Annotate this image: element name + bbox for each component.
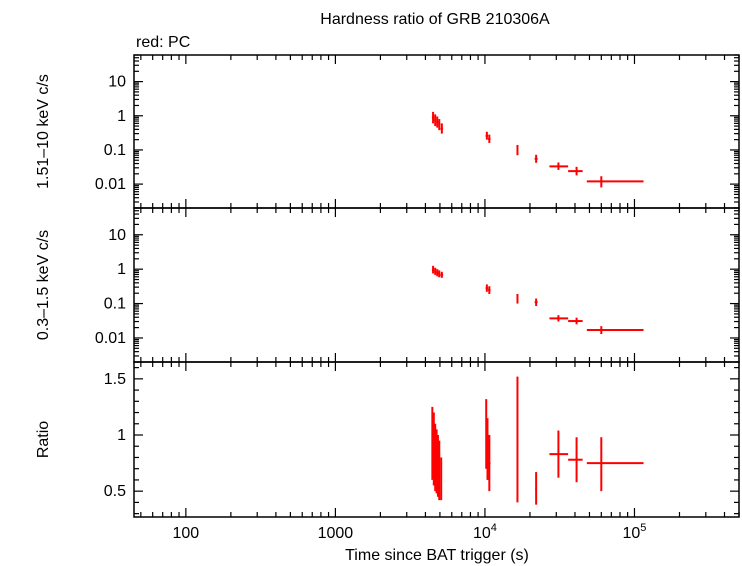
data-point (549, 315, 569, 322)
data-point (436, 435, 439, 497)
data-point (436, 269, 439, 277)
data-point (516, 144, 519, 156)
data-point (434, 114, 437, 127)
data-point (438, 270, 441, 278)
data-point (440, 271, 444, 278)
y-tick-label: 0.01 (95, 176, 126, 193)
y-tick-label: 0.5 (104, 483, 126, 500)
data-point (431, 265, 435, 274)
x-tick-label: 104 (473, 522, 497, 542)
data-point (431, 111, 435, 124)
data-point (586, 176, 644, 188)
y-tick-label: 10 (108, 227, 126, 244)
data-point (434, 423, 437, 492)
x-tick-label: 105 (623, 522, 647, 542)
plot-panels: 10 1 0.1 0.01 1.51–10 keV c/s 10 1 0.1 0.01 0.3–1… (35, 54, 740, 542)
data-point (434, 267, 437, 275)
x-tick-label: 1000 (318, 525, 354, 542)
panel-top: 10 1 0.1 0.01 1.51–10 keV c/s (35, 54, 740, 209)
data-point (486, 418, 489, 480)
data-point (586, 437, 644, 492)
x-tick-label-base: 1000 (318, 525, 354, 542)
x-tick-label-base: 100 (173, 525, 200, 542)
data-point (432, 412, 435, 486)
data-point (440, 123, 444, 134)
y-tick-label: 1 (117, 261, 126, 278)
x-tick-label-base: 10 (473, 525, 491, 542)
data-point (586, 326, 644, 335)
data-point (516, 293, 519, 304)
data-point (438, 119, 441, 131)
data-point (440, 457, 443, 501)
data-point (568, 437, 583, 483)
panel-frame (133, 54, 740, 209)
panel-frame (133, 207, 740, 363)
y-tick-label: 0.1 (104, 296, 126, 313)
x-tick-label: 100 (173, 525, 200, 542)
data-point (438, 440, 441, 501)
y-axis-label: Ratio (35, 421, 52, 458)
data-point (488, 286, 491, 294)
x-tick-label-base: 10 (623, 525, 641, 542)
data-point (535, 472, 538, 505)
data-point (485, 284, 489, 292)
y-axis-label: 0.3–1.5 keV c/s (35, 230, 52, 340)
legend-note: red: PC (136, 34, 190, 51)
x-axis-label: Time since BAT trigger (s) (345, 547, 529, 564)
data-point (568, 166, 583, 176)
y-tick-label: 0.01 (95, 330, 126, 347)
data-point (549, 162, 569, 170)
data-point (549, 430, 569, 478)
data-point (436, 116, 439, 128)
data-point (534, 298, 538, 306)
data-point (488, 435, 491, 492)
data-point (534, 154, 538, 163)
data-point (488, 134, 491, 143)
x-tick-label-exponent: 5 (640, 522, 646, 534)
data-point (435, 429, 438, 494)
y-tick-label: 0.1 (104, 142, 126, 159)
y-axis-label: 1.51–10 keV c/s (35, 74, 52, 189)
chart-title: Hardness ratio of GRB 210306A (320, 11, 550, 28)
data-point (568, 317, 583, 325)
y-tick-label: 1.5 (104, 371, 126, 388)
data-point (485, 131, 489, 140)
panel-middle: 10 1 0.1 0.01 0.3–1.5 keV c/s (35, 207, 740, 363)
y-tick-label: 10 (108, 74, 126, 91)
panel-frame (133, 361, 740, 518)
y-tick-label: 1 (117, 427, 126, 444)
x-tick-label-exponent: 4 (491, 522, 497, 534)
y-tick-label: 1 (117, 108, 126, 125)
data-point (431, 406, 434, 480)
data-point (516, 376, 519, 503)
